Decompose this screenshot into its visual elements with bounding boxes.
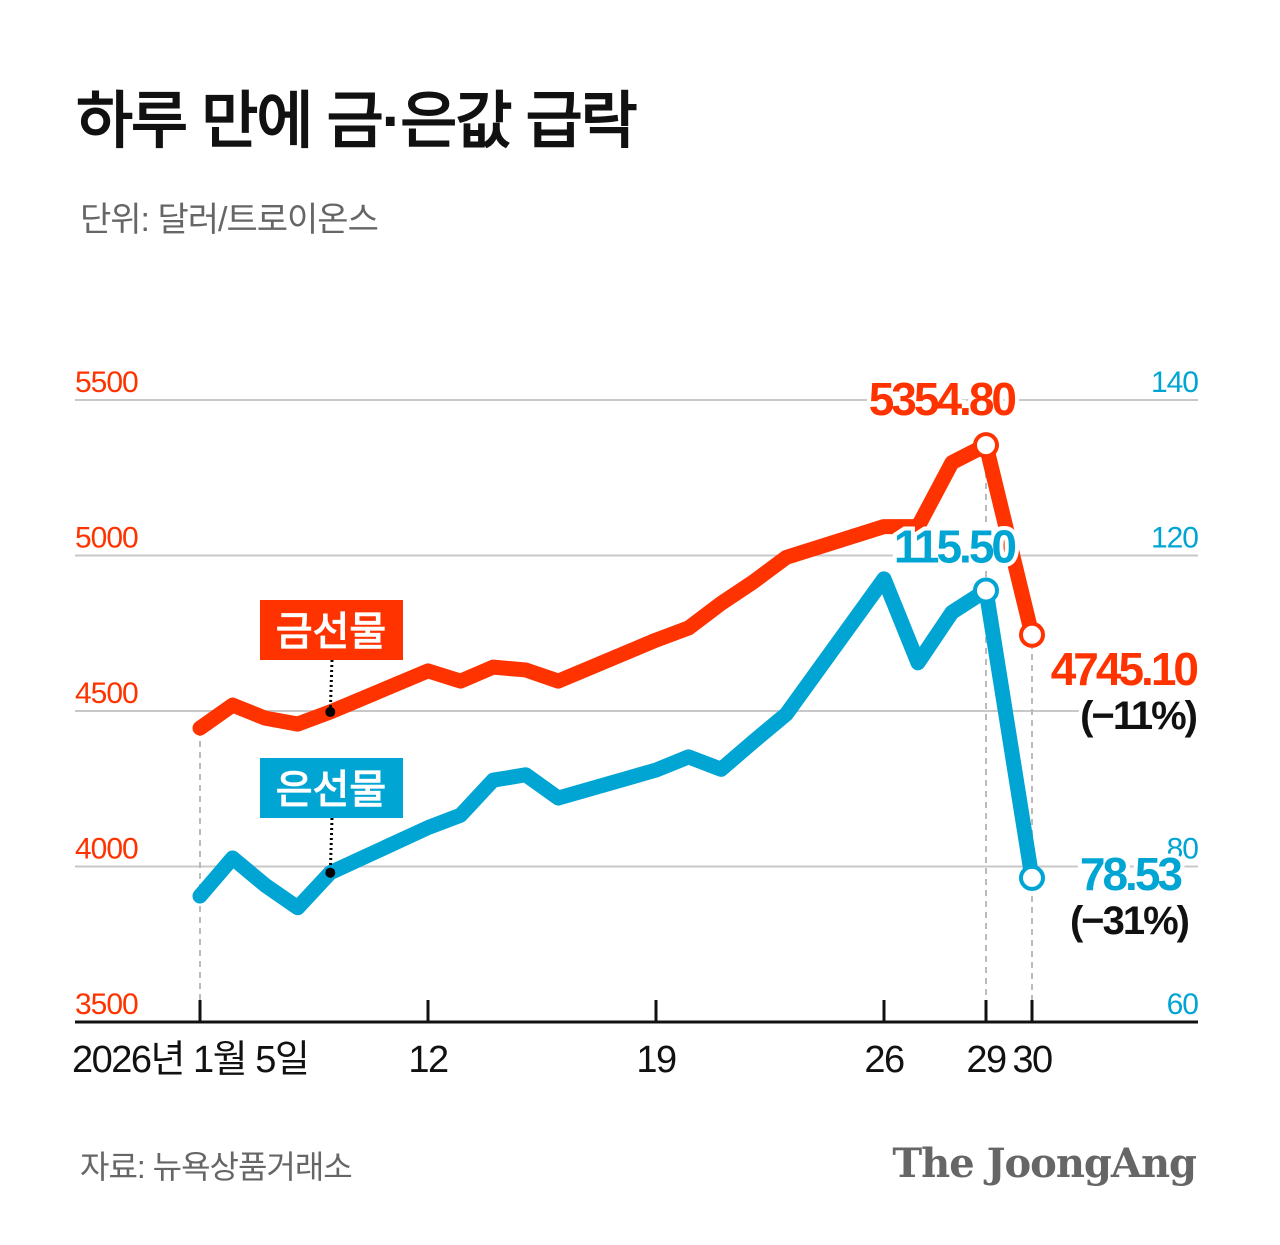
value-annotation: 5354.80 [869,373,1016,425]
y-left-tick-label: 4000 [75,833,138,866]
y-left-tick-label: 5500 [75,366,138,399]
x-tick-label: 19 [636,1039,676,1081]
highlight-marker [1019,864,1045,891]
chart-title: 하루 만에 금·은값 급락 [76,87,638,156]
x-tick-label: 2026년 1월 5일 [72,1039,308,1081]
source-label: 자료: 뉴욕상품거래소 [80,1149,353,1185]
highlight-marker [973,432,999,459]
change-annotation: (−11%) [1080,694,1197,738]
silver-futures-line [192,571,1040,916]
series-label-box [260,758,403,818]
label-leader [328,817,334,873]
y-left-tick-label: 5000 [75,522,138,555]
y-right-tick-label: 80 [1167,833,1199,866]
y-right-tick-label: 120 [1151,522,1198,555]
y-left-tick-label: 3500 [75,988,138,1021]
value-annotation: 4745.10 [1051,643,1198,695]
gold-futures-line [192,437,1040,736]
publisher-logo: The JoongAng [892,1140,1197,1187]
series-label-box [260,600,403,660]
value-annotation: 78.53 [1080,848,1182,900]
series-label: 금선물 [276,610,386,654]
x-tick-label: 26 [864,1039,904,1081]
y-right-tick-label: 140 [1151,366,1198,399]
highlight-marker [973,577,999,604]
x-tick-label: 30 [1012,1039,1052,1081]
change-annotation: (−31%) [1070,899,1189,943]
x-tick-label: 12 [408,1039,448,1081]
unit-label: 단위: 달러/트로이온스 [80,201,379,239]
series-label: 은선물 [276,768,386,812]
highlight-marker [1019,621,1045,648]
y-right-tick-label: 60 [1167,988,1199,1021]
leader-dot [325,867,336,878]
leader-dot [325,706,336,717]
y-left-tick-label: 4500 [75,677,138,710]
value-annotation: 115.50 [894,520,1016,572]
x-tick-label: 29 [966,1039,1006,1081]
label-leader [328,659,334,712]
